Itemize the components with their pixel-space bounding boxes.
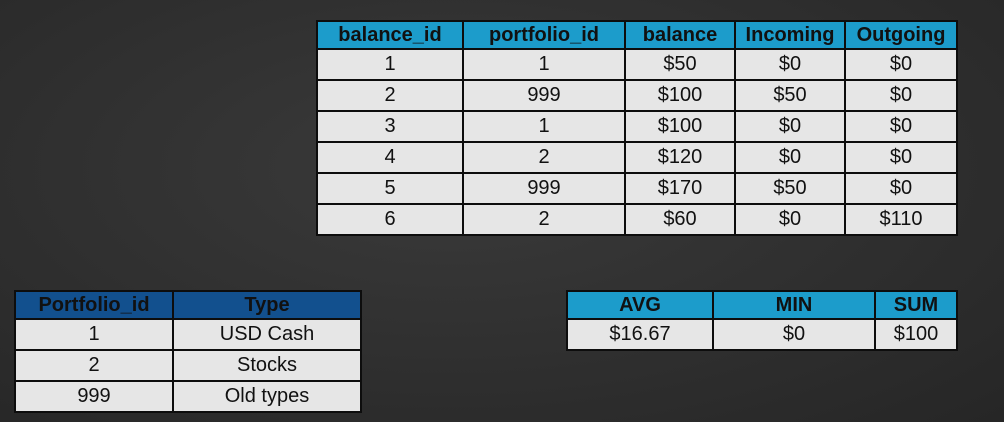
- table-row: $16.67 $0 $100: [566, 318, 958, 351]
- cell-type: USD Cash: [172, 318, 362, 351]
- cell-portfolio-id: 2: [462, 203, 626, 236]
- header-sum: SUM: [874, 290, 958, 320]
- table-row: 2 Stocks: [14, 349, 362, 382]
- cell-balance: $170: [624, 172, 736, 205]
- cell-portfolio-id: 1: [14, 318, 174, 351]
- header-type: Type: [172, 290, 362, 320]
- cell-type: Old types: [172, 380, 362, 413]
- cell-incoming: $0: [734, 48, 846, 81]
- cell-incoming: $0: [734, 203, 846, 236]
- cell-outgoing: $0: [844, 48, 958, 81]
- header-balance: balance: [624, 20, 736, 50]
- header-portfolio-id: Portfolio_id: [14, 290, 174, 320]
- cell-balance: $50: [624, 48, 736, 81]
- header-incoming: Incoming: [734, 20, 846, 50]
- cell-portfolio-id: 999: [462, 172, 626, 205]
- cell-portfolio-id: 999: [14, 380, 174, 413]
- cell-balance-id: 4: [316, 141, 464, 174]
- cell-balance-id: 1: [316, 48, 464, 81]
- cell-sum: $100: [874, 318, 958, 351]
- cell-balance: $60: [624, 203, 736, 236]
- header-balance-id: balance_id: [316, 20, 464, 50]
- table-row: 6 2 $60 $0 $110: [316, 203, 958, 236]
- balance-header-row: balance_id portfolio_id balance Incoming…: [316, 20, 958, 50]
- cell-incoming: $50: [734, 79, 846, 112]
- cell-balance: $100: [624, 110, 736, 143]
- table-row: 3 1 $100 $0 $0: [316, 110, 958, 143]
- table-row: 1 USD Cash: [14, 318, 362, 351]
- cell-outgoing: $0: [844, 110, 958, 143]
- stats-header-row: AVG MIN SUM: [566, 290, 958, 320]
- cell-portfolio-id: 1: [462, 110, 626, 143]
- cell-outgoing: $110: [844, 203, 958, 236]
- cell-outgoing: $0: [844, 141, 958, 174]
- cell-outgoing: $0: [844, 79, 958, 112]
- cell-incoming: $0: [734, 110, 846, 143]
- table-row: 4 2 $120 $0 $0: [316, 141, 958, 174]
- cell-balance-id: 5: [316, 172, 464, 205]
- table-row: 999 Old types: [14, 380, 362, 413]
- portfolio-header-row: Portfolio_id Type: [14, 290, 362, 320]
- header-avg: AVG: [566, 290, 714, 320]
- cell-portfolio-id: 2: [462, 141, 626, 174]
- header-min: MIN: [712, 290, 876, 320]
- table-row: 2 999 $100 $50 $0: [316, 79, 958, 112]
- header-outgoing: Outgoing: [844, 20, 958, 50]
- cell-portfolio-id: 2: [14, 349, 174, 382]
- cell-balance: $100: [624, 79, 736, 112]
- cell-portfolio-id: 999: [462, 79, 626, 112]
- cell-avg: $16.67: [566, 318, 714, 351]
- portfolio-table: Portfolio_id Type 1 USD Cash 2 Stocks 99…: [14, 290, 362, 413]
- table-row: 1 1 $50 $0 $0: [316, 48, 958, 81]
- balance-table: balance_id portfolio_id balance Incoming…: [316, 20, 958, 236]
- cell-incoming: $50: [734, 172, 846, 205]
- table-row: 5 999 $170 $50 $0: [316, 172, 958, 205]
- stats-table: AVG MIN SUM $16.67 $0 $100: [566, 290, 958, 351]
- cell-type: Stocks: [172, 349, 362, 382]
- cell-balance-id: 3: [316, 110, 464, 143]
- cell-min: $0: [712, 318, 876, 351]
- cell-balance: $120: [624, 141, 736, 174]
- header-portfolio-id: portfolio_id: [462, 20, 626, 50]
- cell-balance-id: 6: [316, 203, 464, 236]
- cell-portfolio-id: 1: [462, 48, 626, 81]
- cell-balance-id: 2: [316, 79, 464, 112]
- cell-outgoing: $0: [844, 172, 958, 205]
- cell-incoming: $0: [734, 141, 846, 174]
